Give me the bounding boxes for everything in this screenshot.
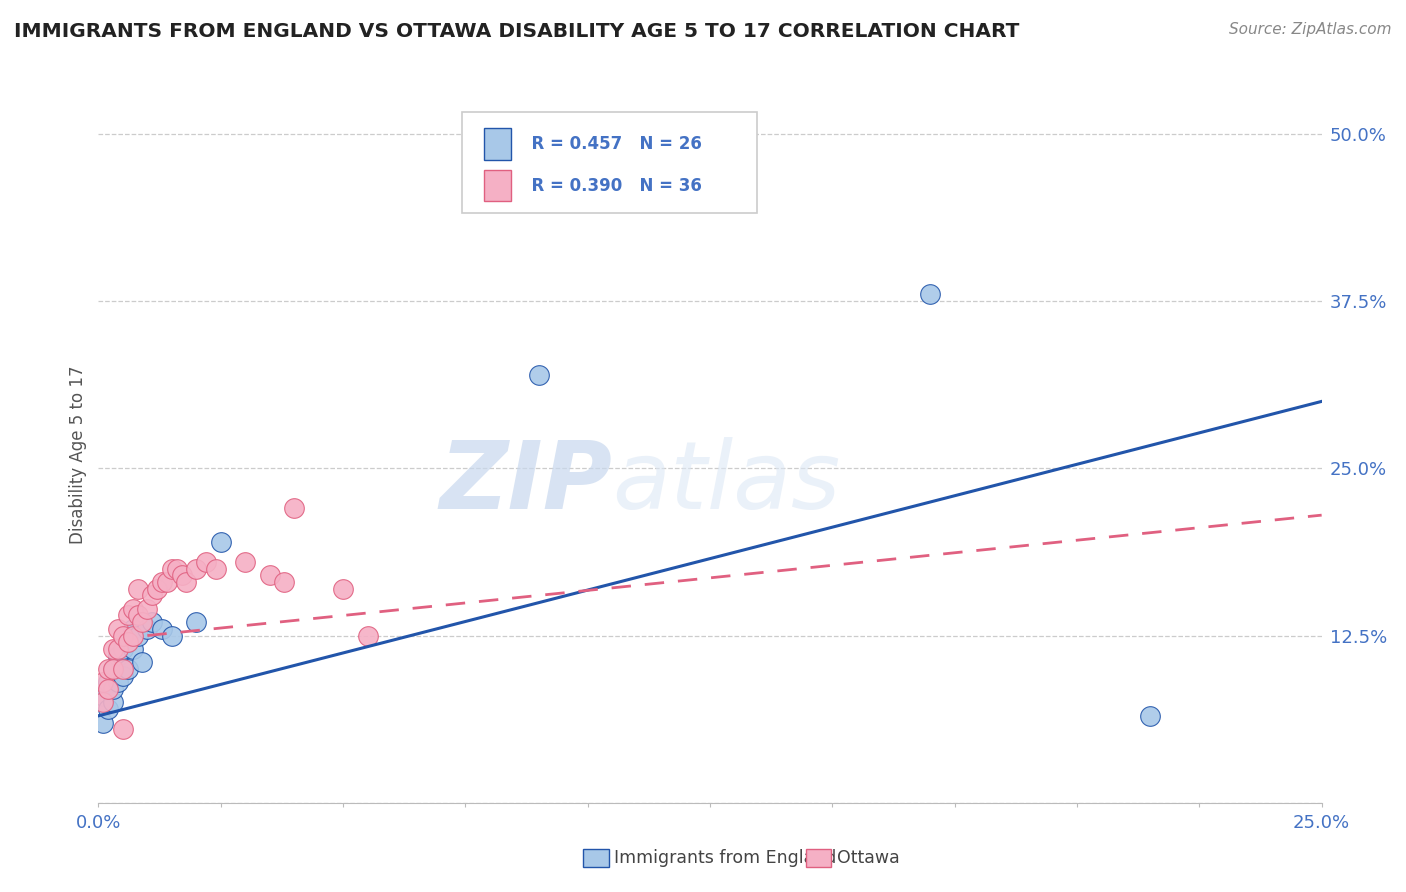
Text: IMMIGRANTS FROM ENGLAND VS OTTAWA DISABILITY AGE 5 TO 17 CORRELATION CHART: IMMIGRANTS FROM ENGLAND VS OTTAWA DISABI… (14, 22, 1019, 41)
Point (150, 622, 173, 636)
Point (91, 675, 114, 690)
Point (111, 662, 134, 676)
Point (107, 675, 129, 690)
Point (97, 681, 120, 696)
Point (101, 642, 124, 657)
Point (186, 615, 208, 630)
Text: R = 0.390   N = 36: R = 0.390 N = 36 (520, 177, 703, 194)
Point (209, 535, 232, 549)
Point (101, 696, 124, 710)
Point (117, 662, 139, 676)
Point (136, 602, 159, 616)
Point (273, 575, 295, 590)
Point (127, 582, 149, 596)
Point (156, 575, 179, 590)
Point (121, 642, 143, 657)
Y-axis label: Disability Age 5 to 17: Disability Age 5 to 17 (69, 366, 87, 544)
Point (141, 589, 163, 603)
Point (121, 628, 143, 642)
Point (107, 642, 129, 657)
Point (170, 568, 193, 582)
Point (1139, 708, 1161, 723)
Point (111, 628, 134, 642)
Point (150, 575, 173, 590)
Text: ZIP: ZIP (439, 437, 612, 529)
Point (97, 662, 120, 676)
Point (97, 675, 120, 690)
Point (131, 615, 153, 630)
Point (107, 622, 129, 636)
Point (186, 562, 208, 576)
Point (205, 562, 228, 576)
Point (176, 575, 198, 590)
Point (107, 648, 129, 663)
Point (127, 608, 149, 623)
Point (117, 635, 139, 649)
Point (332, 582, 354, 596)
Point (111, 642, 134, 657)
Point (117, 635, 139, 649)
Point (91, 689, 114, 703)
Point (97, 702, 120, 716)
Point (160, 628, 183, 642)
Point (91, 696, 114, 710)
FancyBboxPatch shape (484, 170, 510, 202)
Point (920, 287, 942, 301)
Point (127, 628, 149, 642)
Point (101, 681, 124, 696)
Point (111, 669, 134, 683)
Point (136, 622, 159, 636)
Point (160, 562, 183, 576)
Point (117, 608, 139, 623)
Point (121, 602, 143, 616)
Point (131, 655, 153, 669)
Point (121, 622, 143, 636)
Point (146, 582, 169, 596)
Point (283, 501, 305, 516)
Point (356, 628, 378, 642)
Point (527, 368, 550, 382)
Point (141, 615, 163, 630)
Text: Ottawa: Ottawa (837, 849, 900, 867)
Point (91, 715, 114, 730)
Point (101, 662, 124, 676)
Text: R = 0.457   N = 26: R = 0.457 N = 26 (520, 135, 703, 153)
Point (195, 555, 218, 569)
FancyBboxPatch shape (461, 112, 756, 213)
Point (233, 555, 256, 569)
Point (101, 662, 124, 676)
Point (111, 723, 134, 737)
FancyBboxPatch shape (484, 128, 510, 160)
Point (259, 568, 281, 582)
Text: Source: ZipAtlas.com: Source: ZipAtlas.com (1229, 22, 1392, 37)
Text: atlas: atlas (612, 437, 841, 528)
Text: Immigrants from England: Immigrants from England (614, 849, 837, 867)
Point (166, 562, 188, 576)
